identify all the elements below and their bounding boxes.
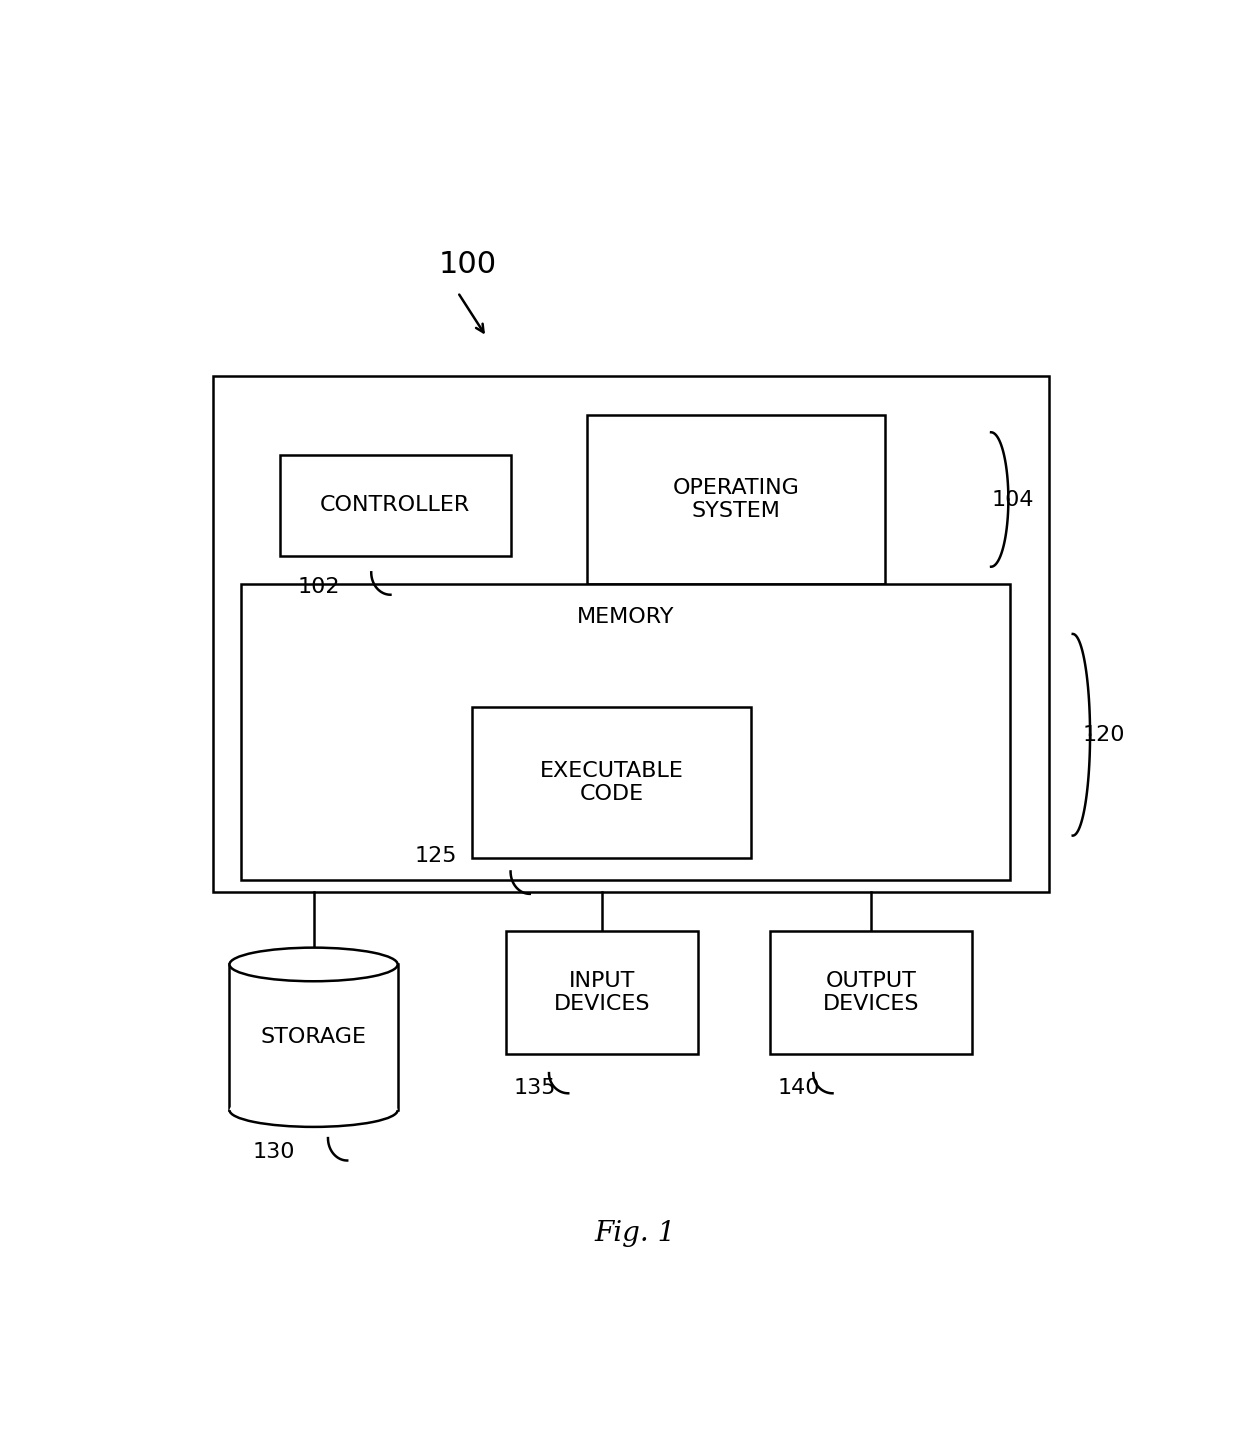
Text: OUTPUT
DEVICES: OUTPUT DEVICES xyxy=(822,970,919,1014)
Text: 125: 125 xyxy=(414,845,458,866)
Text: STORAGE: STORAGE xyxy=(260,1027,367,1048)
Ellipse shape xyxy=(229,1093,398,1126)
Text: 140: 140 xyxy=(777,1078,820,1097)
Text: 120: 120 xyxy=(1083,725,1125,745)
Text: CONTROLLER: CONTROLLER xyxy=(320,495,470,515)
Ellipse shape xyxy=(229,947,398,981)
FancyBboxPatch shape xyxy=(242,583,1011,880)
FancyBboxPatch shape xyxy=(506,931,698,1053)
Text: Fig. 1: Fig. 1 xyxy=(595,1219,676,1247)
Text: INPUT
DEVICES: INPUT DEVICES xyxy=(553,970,650,1014)
Text: OPERATING
SYSTEM: OPERATING SYSTEM xyxy=(673,477,800,521)
FancyBboxPatch shape xyxy=(229,965,398,1110)
FancyBboxPatch shape xyxy=(770,931,972,1053)
Text: 100: 100 xyxy=(439,250,496,279)
Text: 135: 135 xyxy=(513,1078,556,1097)
Text: 102: 102 xyxy=(298,576,340,597)
Text: 104: 104 xyxy=(991,489,1034,509)
FancyBboxPatch shape xyxy=(472,707,751,858)
FancyBboxPatch shape xyxy=(280,454,511,556)
Text: 130: 130 xyxy=(253,1142,295,1161)
FancyBboxPatch shape xyxy=(213,377,1049,892)
Text: EXECUTABLE
CODE: EXECUTABLE CODE xyxy=(539,761,683,805)
FancyBboxPatch shape xyxy=(588,416,885,583)
Text: MEMORY: MEMORY xyxy=(577,607,675,627)
